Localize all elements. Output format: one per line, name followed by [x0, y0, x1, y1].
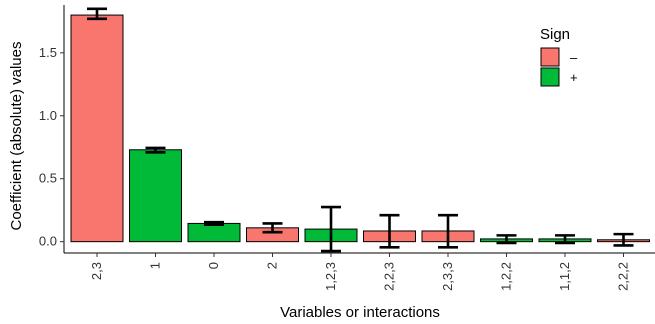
legend-label: + [570, 70, 578, 85]
legend: Sign – + [540, 26, 578, 87]
legend-title: Sign [540, 26, 570, 43]
y-tick-label: 0.5 [39, 171, 57, 186]
error-bar-1-2-2 [496, 234, 517, 245]
legend-label: – [570, 50, 578, 65]
x-axis-title: Variables or interactions [280, 304, 440, 321]
bar-1 [129, 149, 182, 243]
y-tick-label: 1.0 [39, 108, 57, 123]
x-tick-label: 1 [148, 262, 163, 269]
x-tick-label: 2,2,3 [382, 262, 397, 291]
x-tick-label: 2,2,2 [616, 262, 631, 291]
y-tick-label: 0.0 [39, 234, 57, 249]
x-tick-label: 1,2,2 [499, 262, 514, 291]
x-tick-label: 0 [206, 262, 221, 269]
legend-swatch [540, 47, 560, 67]
error-bar-2-2-3 [379, 213, 400, 249]
y-axis-title: Coefficient (absolute) values [8, 42, 25, 231]
y-tick-label: 1.5 [39, 45, 57, 60]
error-bar-1 [145, 146, 166, 154]
x-tick-label: 2,3,3 [440, 262, 455, 291]
error-bar-1-2-3 [321, 205, 341, 253]
x-tick-label: 1,1,2 [557, 262, 572, 291]
legend-swatch [540, 67, 560, 87]
error-bars-layer [87, 7, 634, 253]
x-tick-label: 2,3 [89, 262, 104, 280]
axes-layer: 0.0 0.5 1.0 1.5 2,3 1 0 2 1,2,3 2,2,3 2,3,3 1,2,2 1,… [39, 5, 655, 291]
bar-2-3 [70, 14, 124, 243]
error-bar-1-1-2 [555, 234, 575, 245]
error-bar-0 [204, 220, 224, 226]
error-bar-2-2-2 [613, 232, 634, 247]
bar-0 [187, 222, 241, 243]
x-tick-label: 1,2,3 [323, 262, 338, 291]
x-tick-label: 2 [265, 262, 280, 269]
bars-layer [70, 14, 650, 243]
error-bar-2-3 [87, 7, 107, 21]
error-bar-2 [262, 222, 283, 234]
error-bar-2-3-3 [438, 213, 458, 249]
